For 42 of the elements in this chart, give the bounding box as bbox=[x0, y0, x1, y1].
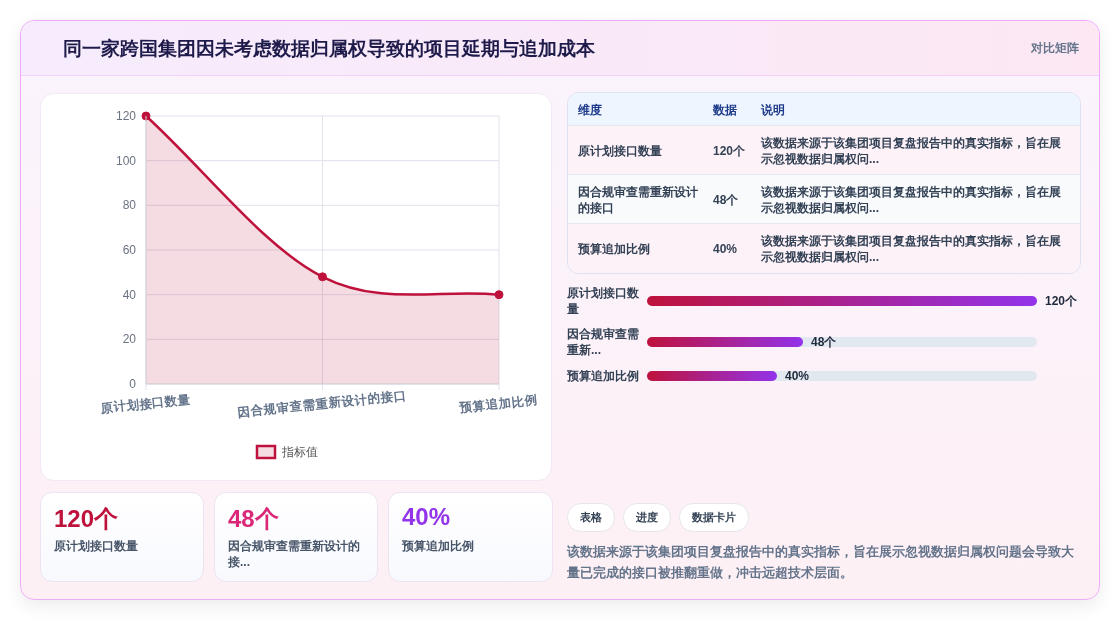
y-tick-label: 120 bbox=[115, 109, 137, 123]
text: 表格 bbox=[567, 503, 615, 532]
text: 预算追加比例 bbox=[402, 538, 475, 554]
text: 该数据来源于该集团项目复盘报告中的真实指标，旨在展示忽视数据归属权问... bbox=[761, 232, 1061, 265]
text: 说明 bbox=[761, 101, 785, 118]
legend-label: 指标值 bbox=[281, 445, 318, 459]
x-tick-label: 因合规审查需重新设计的接口 bbox=[237, 387, 407, 420]
text: 原计划接口数量 bbox=[578, 142, 662, 159]
text: 因合规审查需重新设计的接... bbox=[228, 538, 361, 570]
data-label: 48个 bbox=[811, 334, 837, 350]
text: 数据卡片 bbox=[679, 503, 749, 532]
text: 对比矩阵 bbox=[1031, 40, 1079, 57]
text: 48个 bbox=[713, 191, 739, 208]
data-label: 40% bbox=[785, 368, 810, 384]
text: 该数据来源于该集团项目复盘报告中的真实指标，旨在展示忽视数据归属权问题会导致大量已完成的接口被推翻重做，冲击远超技术层面。 bbox=[567, 543, 1075, 582]
text: 40% bbox=[402, 503, 451, 531]
point bbox=[494, 290, 504, 300]
y-tick-label: 20 bbox=[122, 332, 137, 347]
chart-title: 同一家跨国集团因未考虑数据归属权导致的项目延期与追加成本 bbox=[63, 37, 595, 61]
text: 48个 bbox=[228, 504, 279, 534]
text: 该数据来源于该集团项目复盘报告中的真实指标，旨在展示忽视数据归属权问... bbox=[761, 183, 1061, 216]
data-label: 120个 bbox=[1045, 293, 1078, 309]
text: 数据 bbox=[713, 101, 737, 118]
x-tick-label: 原计划接口数量 bbox=[98, 391, 192, 416]
text: 因合规审查需重新设计的接口 bbox=[578, 183, 699, 216]
y-tick-label: 原计划接口数量 bbox=[567, 285, 640, 317]
y-tick-label: 100 bbox=[115, 153, 137, 168]
point bbox=[318, 272, 327, 282]
text: 进度 bbox=[623, 503, 671, 532]
y-tick-label: 60 bbox=[122, 243, 137, 257]
text: 120个 bbox=[54, 504, 119, 534]
text: 120个 bbox=[713, 142, 746, 159]
text: 该数据来源于该集团项目复盘报告中的真实指标，旨在展示忽视数据归属权问... bbox=[761, 134, 1061, 167]
y-tick-label: 预算追加比例 bbox=[567, 368, 640, 384]
y-tick-label: 0 bbox=[129, 377, 137, 391]
y-tick-label: 80 bbox=[122, 198, 137, 213]
text: 维度 bbox=[578, 101, 602, 118]
text: 40% bbox=[713, 240, 738, 257]
y-tick-label: 40 bbox=[122, 287, 137, 302]
y-tick-label: 因合规审查需重新... bbox=[567, 326, 640, 358]
point bbox=[141, 111, 151, 121]
x-tick-label: 预算追加比例 bbox=[458, 392, 539, 416]
